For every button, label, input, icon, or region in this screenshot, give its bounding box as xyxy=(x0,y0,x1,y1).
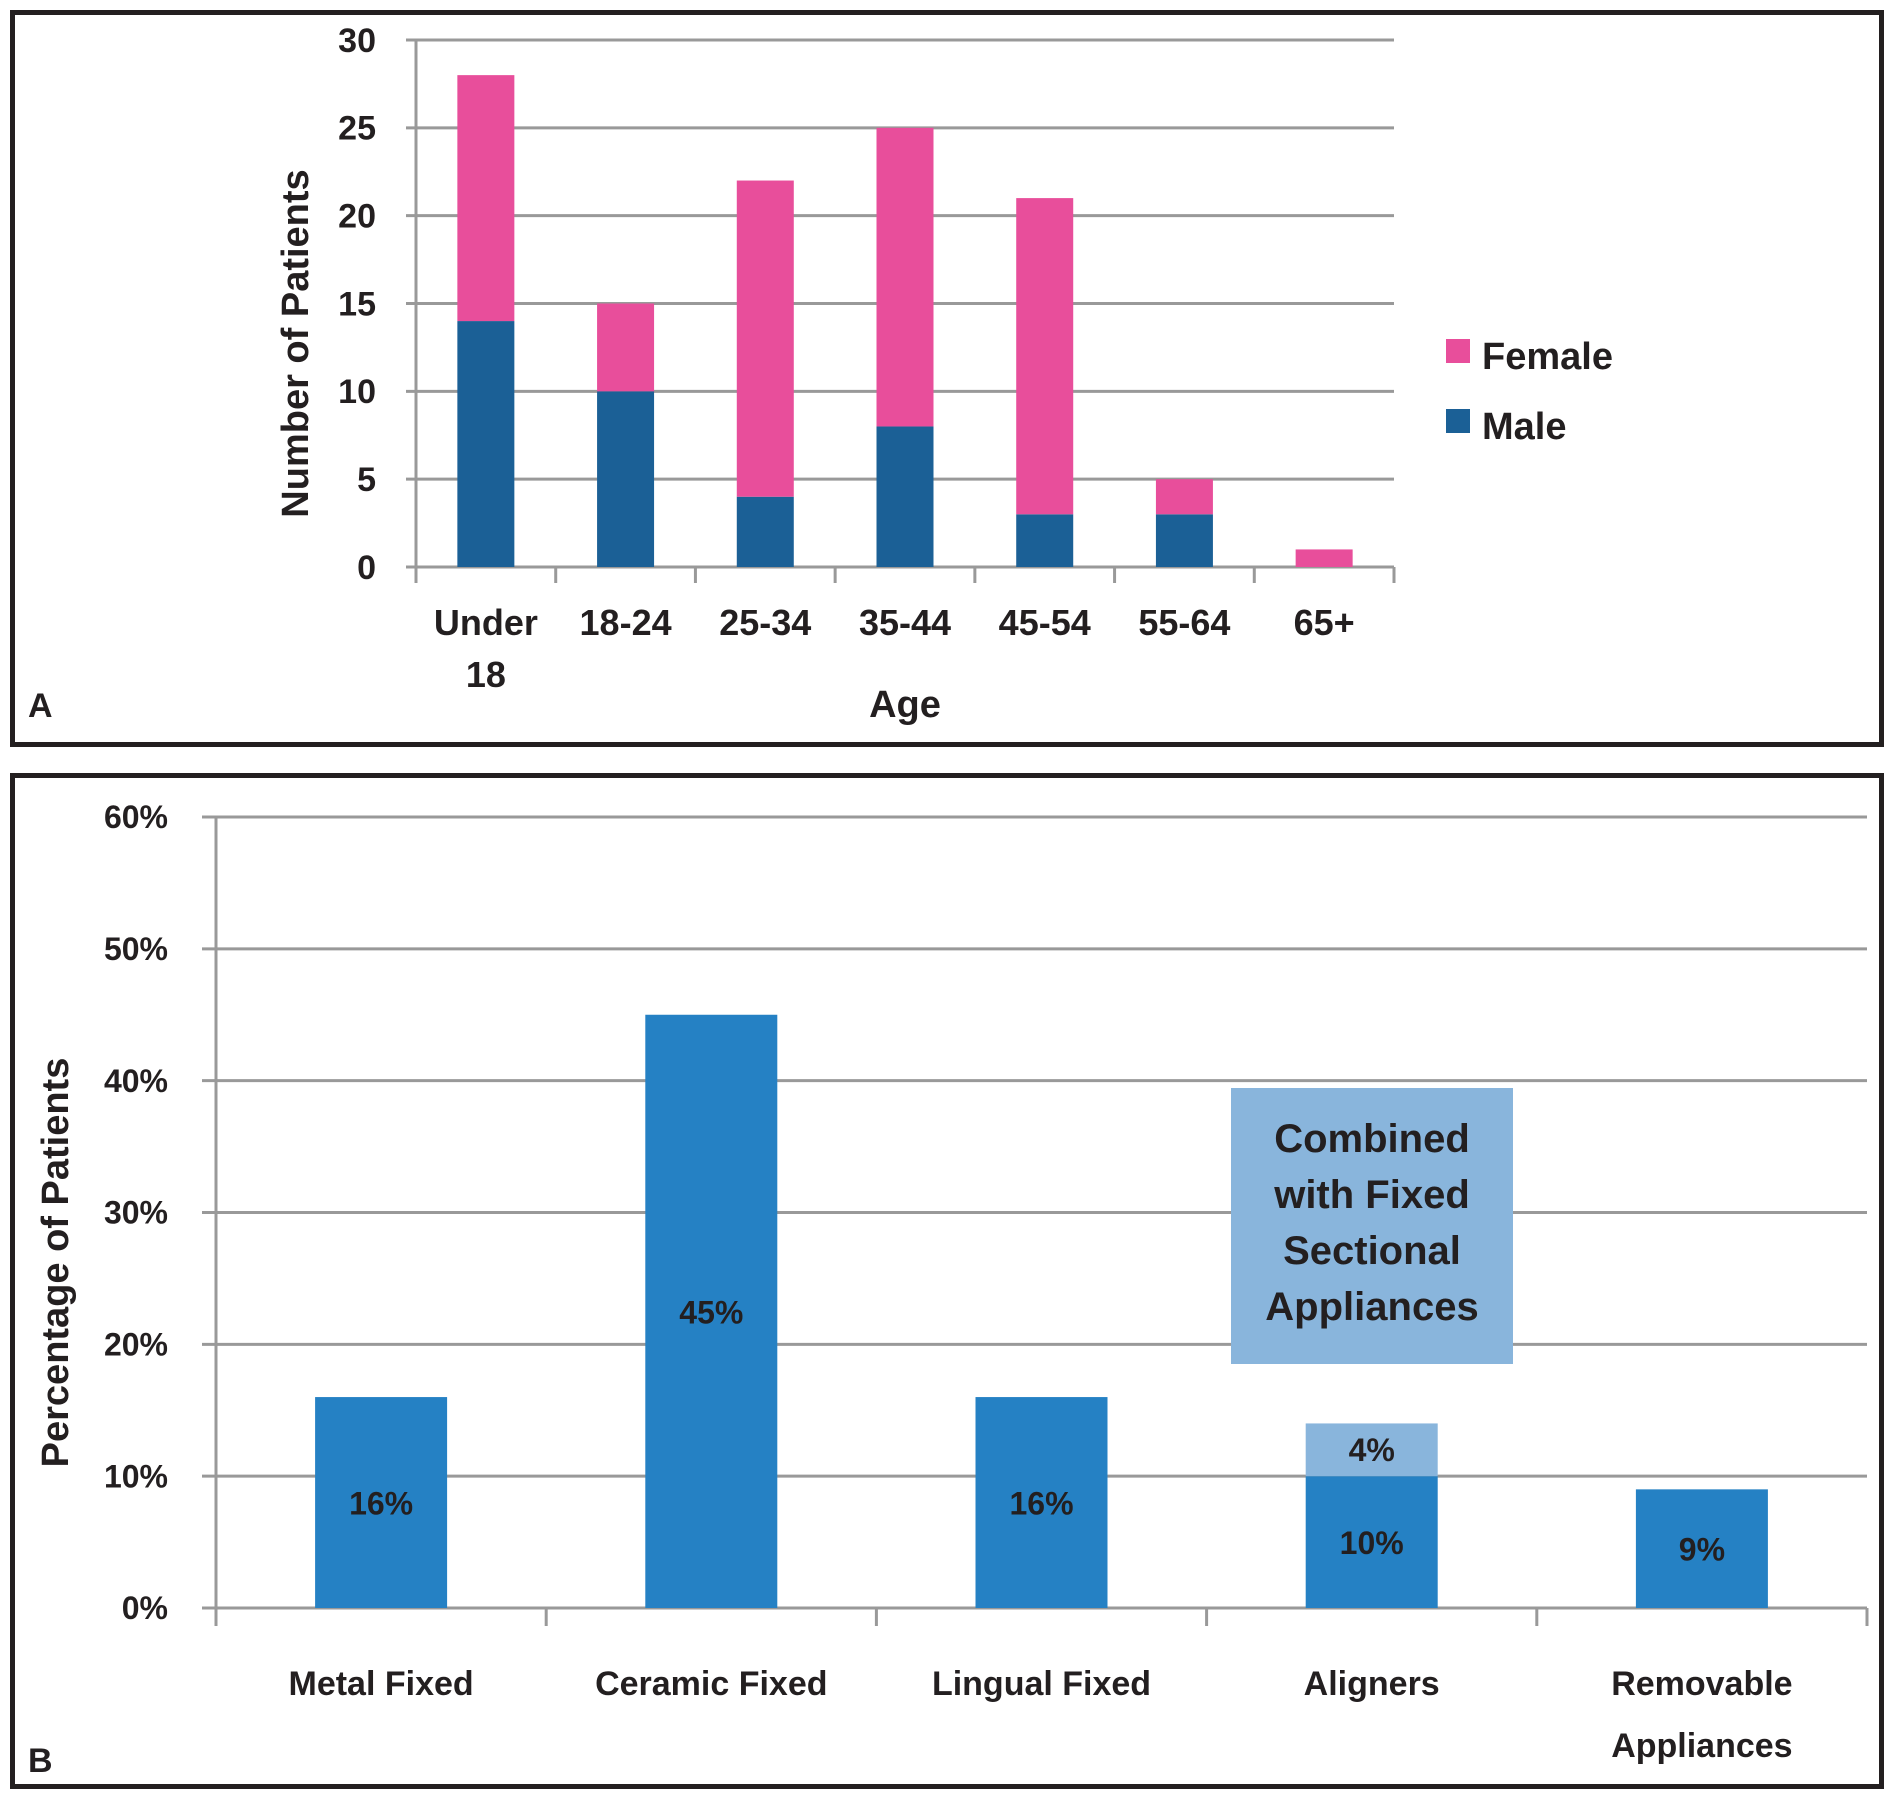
chart-b-ytick-label: 60% xyxy=(104,799,168,835)
chart-b-data-label: 4% xyxy=(1349,1432,1395,1468)
chart-b-ytick-label: 0% xyxy=(122,1590,168,1626)
chart-b-bar-primary xyxy=(315,1397,448,1608)
chart-b-data-label: 45% xyxy=(679,1294,743,1330)
chart-a-legend-swatch xyxy=(1446,339,1470,363)
chart-a-ytick-label: 5 xyxy=(357,461,376,499)
chart-a-ytick-label: 25 xyxy=(338,110,376,148)
chart-b-ytick-label: 20% xyxy=(104,1327,168,1363)
chart-a-ylabel: Number of Patients xyxy=(275,169,317,517)
chart-a-bar-female xyxy=(597,303,655,392)
chart-a-bar-female xyxy=(1016,198,1074,515)
chart-b-annotation-box xyxy=(1231,1088,1513,1364)
chart-b-xtick-label: Ceramic Fixed xyxy=(595,1665,827,1703)
chart-a-bar-male xyxy=(457,321,515,567)
chart-b-xtick-label: Lingual Fixed xyxy=(932,1665,1151,1703)
chart-a-ytick-label: 20 xyxy=(338,198,376,236)
chart-b-data-label: 9% xyxy=(1679,1532,1725,1568)
chart-b-ytick-label: 50% xyxy=(104,931,168,967)
panel-b xyxy=(10,773,1884,1789)
chart-a-xtick-label: Under xyxy=(434,602,538,643)
chart-a-ytick-label: 10 xyxy=(338,373,376,411)
chart-a-xtick-label: 25-34 xyxy=(719,602,811,643)
chart-a-legend-label: Male xyxy=(1482,406,1566,448)
chart-a-bar-female xyxy=(1295,549,1353,567)
chart-a-legend-swatch xyxy=(1446,409,1470,433)
chart-b-xtick-label: Aligners xyxy=(1304,1665,1440,1703)
chart-a-xtick-label: 55-64 xyxy=(1138,602,1230,643)
chart-a-ytick-label: 30 xyxy=(338,22,376,60)
chart-b-ytick-label: 10% xyxy=(104,1458,168,1494)
chart-b-bar-combined-with-fixed-sectional-appliances xyxy=(1305,1423,1438,1477)
chart-b-ytick-label: 30% xyxy=(104,1195,168,1231)
chart-a-panel-letter: A xyxy=(28,687,53,725)
chart-a-bar-female xyxy=(1155,479,1213,515)
chart-a-xtick-label: 18-24 xyxy=(580,602,672,643)
chart-a-bar-female xyxy=(876,127,934,427)
chart-a-xtick-label: 45-54 xyxy=(999,602,1091,643)
chart-b-bar-primary xyxy=(1635,1489,1768,1608)
chart-a-bar-male xyxy=(597,391,655,567)
chart-b-data-label: 10% xyxy=(1340,1525,1404,1561)
chart-a-bar-male xyxy=(736,496,794,567)
chart-b-panel-letter: B xyxy=(28,1742,53,1780)
chart-b-bar-primary xyxy=(645,1014,778,1608)
chart-b-ylabel: Percentage of Patients xyxy=(35,1058,77,1468)
chart-b-ytick-label: 40% xyxy=(104,1063,168,1099)
chart-a-bar-female xyxy=(457,75,515,322)
chart-b-annotation-text: Appliances xyxy=(1265,1285,1478,1329)
chart-b-bar-primary xyxy=(1305,1476,1438,1608)
chart-a-bar-female xyxy=(736,180,794,497)
chart-a-xtick-label: 65+ xyxy=(1294,602,1355,643)
chart-b-xtick-label: Appliances xyxy=(1611,1727,1792,1765)
chart-a-bar-male xyxy=(1155,514,1213,567)
chart-a-xtick-label: 35-44 xyxy=(859,602,951,643)
chart-a-ytick-label: 0 xyxy=(357,549,376,587)
chart-b-annotation-text: Sectional xyxy=(1283,1229,1461,1273)
chart-a-xlabel: Age xyxy=(869,684,941,726)
chart-b-annotation-text: with Fixed xyxy=(1273,1173,1470,1217)
chart-b-annotation-text: Combined xyxy=(1274,1117,1470,1161)
chart-b-data-label: 16% xyxy=(349,1486,413,1522)
chart-b-xtick-label: Removable xyxy=(1611,1665,1792,1703)
chart-a-bar-male xyxy=(1016,514,1074,567)
chart-a-legend-label: Female xyxy=(1482,336,1613,378)
chart-a-ytick-label: 15 xyxy=(338,285,376,323)
chart-a-bar-male xyxy=(876,426,934,567)
chart-b-data-label: 16% xyxy=(1009,1486,1073,1522)
chart-a-xtick-label: 18 xyxy=(466,654,506,695)
chart-b-bar-primary xyxy=(975,1397,1108,1608)
chart-b-xtick-label: Metal Fixed xyxy=(289,1665,474,1703)
panel-a xyxy=(10,10,1884,747)
